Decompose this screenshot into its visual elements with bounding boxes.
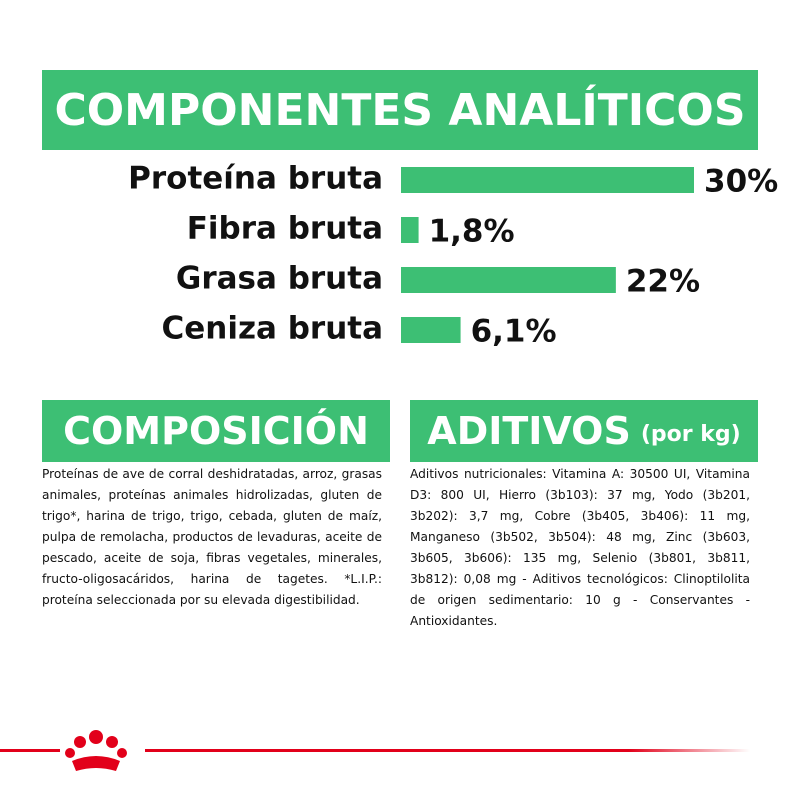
composicion-text: Proteínas de ave de corral deshidratadas… xyxy=(42,467,382,607)
header-title: COMPONENTES ANALÍTICOS xyxy=(42,70,758,150)
value-label: 1,8% xyxy=(429,214,515,250)
value-label: 22% xyxy=(626,264,700,300)
footer-line xyxy=(145,749,750,752)
category-label: Grasa bruta xyxy=(176,261,383,297)
category-label: Ceniza bruta xyxy=(161,311,383,347)
aditivos-text: Aditivos nutricionales: Vitamina A: 3050… xyxy=(410,467,750,628)
bar xyxy=(401,267,616,293)
logo xyxy=(65,730,127,771)
chart: Proteína bruta 30% Fibra bruta 1,8% Grasa br… xyxy=(128,161,778,350)
value-label: 30% xyxy=(704,164,778,200)
value-label: 6,1% xyxy=(471,314,557,350)
category-label: Fibra bruta xyxy=(187,211,383,247)
composicion-title: COMPOSICIÓN xyxy=(42,400,390,462)
bar xyxy=(401,317,461,343)
bar xyxy=(401,167,694,193)
aditivos-title: ADITIVOS xyxy=(427,409,631,453)
aditivos-header: ADITIVOS (por kg) xyxy=(410,400,758,462)
footer xyxy=(0,730,750,771)
aditivos-subtitle: (por kg) xyxy=(640,421,741,447)
bar xyxy=(401,217,419,243)
footer-line xyxy=(0,749,60,752)
category-label: Proteína bruta xyxy=(128,161,383,197)
